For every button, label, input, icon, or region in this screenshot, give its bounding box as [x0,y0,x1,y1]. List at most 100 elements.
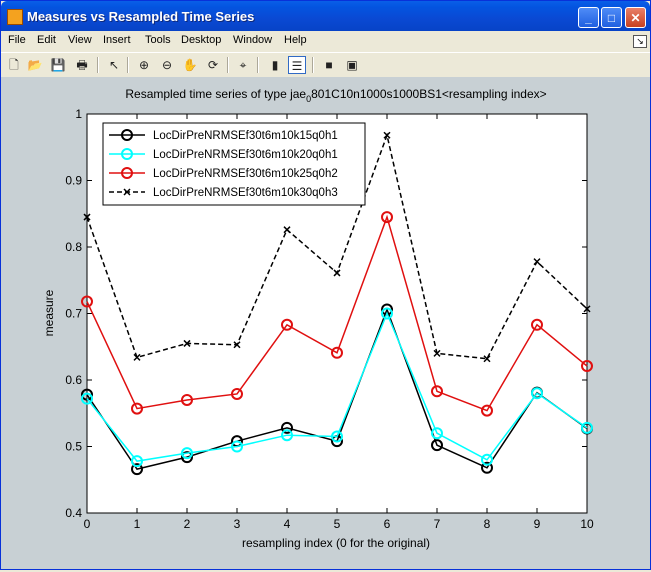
data-point [233,341,241,349]
data-point-stroke [533,258,541,266]
data-point [481,404,493,417]
y-tick-label: 0.9 [65,174,82,188]
data-point-stroke [83,213,91,221]
toolbar-separator [257,57,259,73]
figure-canvas: Resampled time series of type jae0801C10… [1,77,650,569]
menu-desktop[interactable]: Desktop [181,34,222,46]
data-point-stroke [583,305,591,313]
series-3 [81,211,593,417]
data-point [281,421,293,434]
maximize-button[interactable]: □ [601,7,622,28]
x-tick-label: 8 [484,517,491,531]
legend-label: LocDirPreNRMSEf30t6m10k15q0h1 [153,130,338,142]
data-point [383,131,391,139]
data-point [581,421,593,434]
data-point-stroke [383,131,391,139]
legend-box [102,122,366,206]
data-point-stroke [283,226,291,234]
axes: 0 1 2 3 4 5 6 7 8 9 10 0.4 0.5 0.6 0.7 0.8 0.9 1 [65,107,594,531]
series-line [86,311,588,462]
data-point [283,226,291,234]
menu-tools[interactable]: Tools [145,34,171,46]
print-icon[interactable]: 🖶 [76,58,88,72]
data-point [533,258,541,266]
x-tick-label: 7 [434,517,441,531]
minimize-button[interactable]: _ [578,7,599,28]
data-point [231,387,243,400]
colorbar-icon[interactable]: ▮ [271,58,279,72]
menu-insert[interactable]: Insert [103,34,131,46]
y-tick-label: 1 [75,107,82,121]
hide-plot-tools-icon[interactable]: ■ [325,58,333,72]
menu-help[interactable]: Help [284,34,307,46]
menu-edit[interactable]: Edit [37,34,56,46]
open-folder-icon[interactable]: 📂 [27,58,43,72]
data-point [281,318,293,331]
data-point-stroke [123,188,131,196]
legend-label: LocDirPreNRMSEf30t6m10k25q0h2 [153,168,338,180]
y-axis-label: measure [42,289,56,336]
menu-file[interactable]: File [8,34,26,46]
data-point [431,385,443,398]
legend-item: LocDirPreNRMSEf30t6m10k15q0h1 [109,129,338,142]
close-button[interactable]: ✕ [625,7,646,28]
menu-window[interactable]: Window [233,34,273,46]
data-point-stroke [483,355,491,363]
rotate-3d-icon[interactable]: ⟳ [207,58,219,72]
menu-view[interactable]: View [68,34,92,46]
legend-item: LocDirPreNRMSEf30t6m10k20q0h1 [109,148,338,161]
zoom-in-icon[interactable]: ⊕ [138,58,150,72]
menu-bar: File Edit View Insert Tools Desktop Wind… [1,31,650,51]
legend-label: LocDirPreNRMSEf30t6m10k30q0h3 [153,187,338,199]
legend[interactable]: LocDirPreNRMSEf30t6m10k15q0h1 LocDirPreNR… [102,122,366,206]
toolbar-separator [312,57,314,73]
series-4 [83,131,591,363]
x-tick-label: 2 [184,517,191,531]
data-point [231,440,243,453]
y-tick-label: 0.7 [65,307,82,321]
data-point [81,295,93,308]
data-point-stroke [333,269,341,277]
x-tick-label: 9 [534,517,541,531]
legend-item: LocDirPreNRMSEf30t6m10k25q0h2 [109,167,338,180]
dock-figure-icon[interactable]: ↘ [633,35,647,48]
data-point [181,393,193,406]
toolbar-separator [97,57,99,73]
new-file-icon[interactable]: 🗋 [9,58,19,72]
legend-label: LocDirPreNRMSEf30t6m10k20q0h1 [153,149,338,161]
x-tick-label: 4 [284,517,291,531]
data-cursor-icon[interactable]: ⌖ [239,58,247,72]
y-tick-label: 0.4 [65,506,82,520]
show-plot-tools-icon[interactable]: ▣ [346,58,358,72]
pan-hand-icon[interactable]: ✋ [182,58,198,72]
data-point [583,305,591,313]
title-bar[interactable]: Measures vs Resampled Time Series _ □ ✕ [1,1,650,31]
data-point-stroke [183,339,191,347]
data-point [83,213,91,221]
x-tick-label: 10 [580,517,594,531]
data-point [531,318,543,331]
data-point [81,392,93,405]
toolbar-separator [227,57,229,73]
series-line [86,214,588,412]
data-point [531,387,543,400]
save-icon[interactable]: 💾 [50,58,66,72]
x-axis-label: resampling index (0 for the original) [242,536,430,550]
data-point [123,188,131,196]
data-point [581,360,593,373]
y-tick-label: 0.8 [65,240,82,254]
legend-icon[interactable]: ☰ [288,56,306,74]
data-point [281,429,293,442]
data-point [431,427,443,440]
series-2 [81,307,593,468]
chart-title: Resampled time series of type jae0801C10… [125,87,546,104]
x-tick-label: 0 [84,517,91,531]
zoom-out-icon[interactable]: ⊖ [161,58,173,72]
data-point [121,167,133,179]
pointer-icon[interactable]: ↖ [108,58,120,72]
legend-item: LocDirPreNRMSEf30t6m10k30q0h3 [109,187,338,199]
y-tick-label: 0.6 [65,373,82,387]
data-point [333,269,341,277]
x-tick-label: 6 [384,517,391,531]
figure-toolbar: 🗋 📂 💾 🖶 ↖ ⊕ ⊖ ✋ ⟳ ⌖ ▮ ☰ ■ ▣ [1,52,650,78]
